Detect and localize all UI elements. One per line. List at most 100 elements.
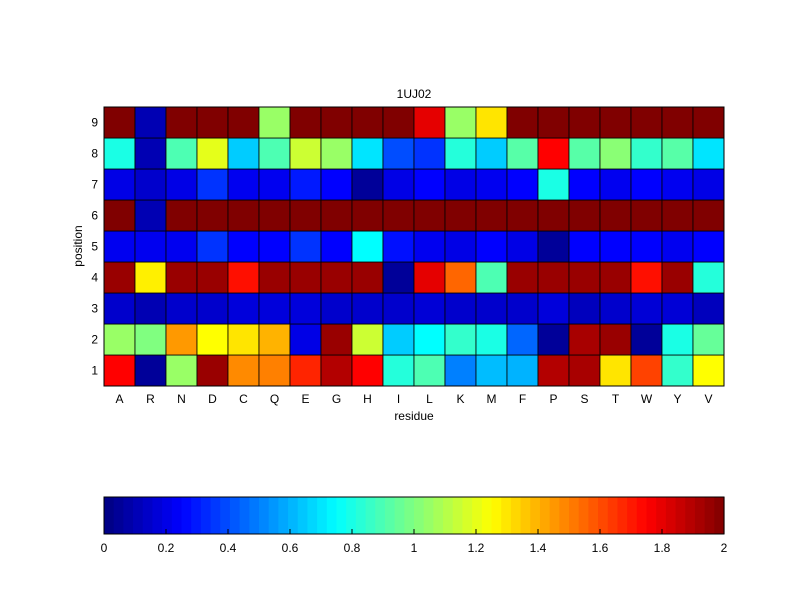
heatmap-cell-S-1 [568,354,601,387]
y-tick-labels: 1 2 3 4 5 6 7 8 9 [91,116,98,378]
heatmap-cell-M-5 [475,230,508,263]
heatmap-cells [103,106,725,387]
heatmap-cell-Q-7 [258,168,291,201]
heatmap-cell-M-2 [475,323,508,356]
heatmap-cell-Y-8 [661,137,694,170]
heatmap-cell-H-5 [351,230,384,263]
heatmap-cell-Y-4 [661,261,694,294]
colorbar-segment [142,497,154,534]
y-tick-label-7: 7 [91,178,98,192]
heatmap-cell-T-8 [599,137,632,170]
colorbar-segment [578,497,589,534]
heatmap-cell-C-3 [227,292,260,325]
heatmap-cell-A-5 [103,230,136,263]
colorbar-segment [414,497,425,534]
colorbar-segment [675,497,686,534]
heatmap-cell-M-6 [475,199,508,232]
heatmap-cell-W-3 [630,292,663,325]
heatmap-cell-Q-1 [258,354,291,387]
heatmap-cell-K-4 [444,261,477,294]
colorbar-segment [530,497,541,534]
colorbar-segment [472,497,483,534]
x-tick-label-N: N [177,392,186,406]
colorbar-segment [220,497,231,534]
heatmap-cell-F-8 [506,137,539,170]
colorbar-segment [336,497,347,534]
colorbar-segment [559,497,570,534]
heatmap-cell-Q-2 [258,323,291,356]
heatmap-cell-G-9 [320,106,353,139]
colorbar-tick-label: 1 [411,541,418,555]
heatmap-cell-R-7 [134,168,167,201]
heatmap-cell-M-3 [475,292,508,325]
heatmap-cell-S-7 [568,168,601,201]
heatmap-cell-K-5 [444,230,477,263]
heatmap-cell-D-4 [196,261,229,294]
colorbar-segment [123,497,134,534]
heatmap-cell-S-2 [568,323,601,356]
heatmap-cell-K-8 [444,137,477,170]
heatmap-cell-S-3 [568,292,601,325]
heatmap-cell-A-7 [103,168,136,201]
heatmap-cell-L-9 [413,106,446,139]
colorbar-segment [346,497,357,534]
heatmap-cell-R-9 [134,106,167,139]
heatmap-cell-W-9 [630,106,663,139]
heatmap-cell-G-8 [320,137,353,170]
heatmap-cell-P-4 [537,261,570,294]
heatmap-cell-K-3 [444,292,477,325]
heatmap-cell-F-7 [506,168,539,201]
heatmap-cell-F-2 [506,323,539,356]
heatmap-cell-I-7 [382,168,415,201]
heatmap-cell-I-4 [382,261,415,294]
colorbar-segment [384,497,396,534]
heatmap-cell-Q-4 [258,261,291,294]
heatmap-cell-E-1 [289,354,322,387]
heatmap-cell-P-6 [537,199,570,232]
colorbar-segment [694,497,706,534]
heatmap-cell-H-1 [351,354,384,387]
colorbar-tick-label: 0.8 [344,541,361,555]
colorbar-segment [317,497,328,534]
heatmap-cell-H-6 [351,199,384,232]
colorbar-tick-label: 1.6 [592,541,609,555]
heatmap-cell-P-1 [537,354,570,387]
colorbar-segment [152,497,163,534]
heatmap-cell-C-1 [227,354,260,387]
colorbar-tick-label: 0.4 [220,541,237,555]
heatmap-cell-A-9 [103,106,136,139]
y-axis-label: position [71,225,85,266]
heatmap-cell-P-9 [537,106,570,139]
colorbar-segment [181,497,192,534]
heatmap-cell-L-3 [413,292,446,325]
colorbar-segment [510,497,522,534]
heatmap-cell-T-9 [599,106,632,139]
heatmap-cell-Y-6 [661,199,694,232]
heatmap-cell-D-6 [196,199,229,232]
heatmap-cell-Y-2 [661,323,694,356]
heatmap-cell-P-3 [537,292,570,325]
x-tick-label-C: C [239,392,248,406]
colorbar-segment [365,497,376,534]
heatmap-cell-M-1 [475,354,508,387]
x-tick-label-W: W [641,392,653,406]
colorbar-segment [307,497,318,534]
colorbar-tick-label: 0.6 [282,541,299,555]
plot-frame [103,106,725,387]
heatmap-cell-R-5 [134,230,167,263]
colorbar-segment [355,497,367,534]
y-tick-label-6: 6 [91,209,98,223]
heatmap-cell-D-7 [196,168,229,201]
heatmap-cell-Q-5 [258,230,291,263]
colorbar-tick-labels: 0 0.2 0.4 0.6 0.8 1 1.2 1.4 1.6 1.8 2 [101,529,728,555]
colorbar-tick-label: 1.4 [530,541,547,555]
heatmap-cell-C-2 [227,323,260,356]
heatmap-cell-M-8 [475,137,508,170]
heatmap-cell-V-6 [692,199,725,232]
heatmap-cell-N-5 [165,230,198,263]
x-tick-label-H: H [363,392,372,406]
heatmap-cell-I-9 [382,106,415,139]
heatmap-cell-F-6 [506,199,539,232]
colorbar-tick-label: 0.2 [158,541,175,555]
